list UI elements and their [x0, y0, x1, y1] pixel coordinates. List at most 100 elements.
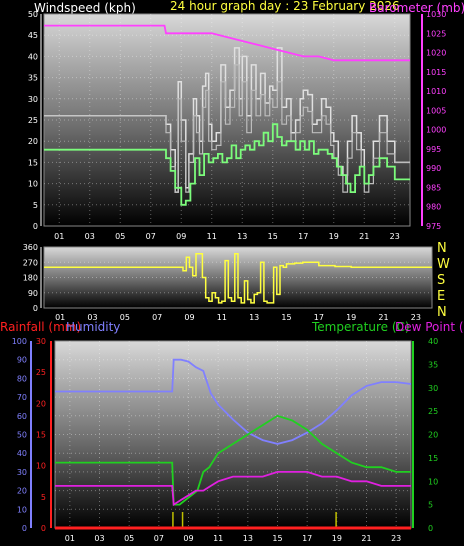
barometer-y-tick: 1030 — [426, 10, 446, 19]
direction-x-tick: 09 — [184, 313, 194, 322]
direction-x-tick: 17 — [314, 313, 324, 322]
rainfall-y-tick: 0 — [41, 524, 46, 533]
direction-x-tick: 23 — [411, 313, 421, 322]
barometer-y-tick: 1000 — [426, 126, 446, 135]
wind-x-tick: 01 — [54, 232, 64, 241]
windspeed-series-line — [44, 64, 410, 193]
temperature-x-tick: 13 — [243, 534, 253, 543]
wind-y-tick: 20 — [28, 137, 38, 146]
direction-series-line — [44, 253, 432, 304]
wind-y-tick: 40 — [28, 52, 38, 61]
barometer-y-tick: 980 — [426, 203, 441, 212]
barometer-y-tick: 975 — [426, 222, 441, 231]
wind-y-tick: 30 — [28, 95, 38, 104]
direction-panel-border — [43, 246, 433, 309]
temperature-x-tick: 11 — [213, 534, 223, 543]
temperature-x-tick: 01 — [65, 534, 75, 543]
temperature-title: Temperature (C) — [311, 320, 410, 334]
wind-x-tick: 07 — [146, 232, 156, 241]
temperature-x-tick: 17 — [302, 534, 312, 543]
humidity-y-tick: 0 — [22, 524, 27, 533]
temperature-x-tick: 03 — [94, 534, 104, 543]
wind-x-tick: 09 — [176, 232, 186, 241]
dewpoint-series-line — [55, 471, 411, 507]
direction-y-tick: 180 — [23, 274, 38, 283]
rainfall-y-tick: 5 — [41, 493, 46, 502]
windspeed-title: Windspeed (kph) — [34, 1, 136, 15]
rainfall-y-tick: 25 — [36, 368, 46, 377]
compass-e: E — [437, 289, 445, 304]
humidity-y-tick: 100 — [12, 337, 27, 346]
humidity-y-tick: 60 — [17, 412, 27, 421]
direction-x-tick: 13 — [249, 313, 259, 322]
direction-x-tick: 01 — [55, 313, 65, 322]
wind-x-tick: 13 — [237, 232, 247, 241]
wind-x-tick: 15 — [268, 232, 278, 241]
wind-y-tick: 25 — [28, 116, 38, 125]
rainfall-y-tick: 30 — [36, 337, 46, 346]
barometer-y-tick: 995 — [426, 145, 441, 154]
compass-w: W — [437, 257, 450, 272]
humidity-y-tick: 40 — [17, 449, 27, 458]
barometer-y-tick: 1020 — [426, 49, 446, 58]
direction-y-tick: 90 — [28, 289, 38, 298]
direction-x-tick: 19 — [346, 313, 356, 322]
wind-panel-border — [43, 13, 411, 227]
graph-title: 24 hour graph day : 23 February 2026 — [170, 0, 400, 13]
barometer-y-tick: 1025 — [426, 29, 446, 38]
temperature-x-tick: 05 — [124, 534, 134, 543]
direction-y-tick: 270 — [23, 258, 38, 267]
temperature-x-tick: 07 — [154, 534, 164, 543]
temperature-y-tick: 35 — [428, 360, 438, 369]
temperature-x-tick: 21 — [361, 534, 371, 543]
temperature-panel — [55, 341, 411, 528]
humidity-y-tick: 20 — [17, 487, 27, 496]
direction-x-tick: 15 — [281, 313, 291, 322]
humidity-y-tick: 50 — [17, 431, 27, 440]
temperature-y-tick: 25 — [428, 407, 438, 416]
temperature-x-tick: 09 — [183, 534, 193, 543]
compass-s: S — [437, 273, 445, 288]
temperature-x-tick: 15 — [272, 534, 282, 543]
wind-x-tick: 11 — [207, 232, 217, 241]
rainfall-title: Rainfall (mm) — [0, 320, 81, 334]
rainfall-y-tick: 10 — [36, 462, 46, 471]
rainfall-y-tick: 15 — [36, 431, 46, 440]
direction-x-tick: 11 — [217, 313, 227, 322]
compass-n-top: N — [437, 241, 447, 256]
direction-x-tick: 03 — [87, 313, 97, 322]
wind-x-tick: 03 — [85, 232, 95, 241]
barometer-series-line — [44, 24, 410, 62]
temperature-y-tick: 40 — [428, 337, 438, 346]
compass-labels: N W S E N — [437, 241, 450, 320]
direction-x-tick: 21 — [378, 313, 388, 322]
humidity-y-tick: 70 — [17, 393, 27, 402]
humidity-y-tick: 10 — [17, 505, 27, 514]
wind-x-tick: 17 — [298, 232, 308, 241]
wind-x-tick: 23 — [390, 232, 400, 241]
barometer-y-tick: 990 — [426, 164, 441, 173]
barometer-y-tick: 985 — [426, 183, 441, 192]
humidity-y-tick: 90 — [17, 356, 27, 365]
direction-y-tick: 360 — [23, 243, 38, 252]
wind-x-tick: 21 — [359, 232, 369, 241]
humidity-title: Humidity — [66, 320, 120, 334]
avgwind-series-line — [44, 123, 410, 206]
barometer-title: Barometer (mb) — [369, 1, 464, 15]
wind-y-tick: 0 — [33, 222, 38, 231]
wind-y-tick: 45 — [28, 31, 38, 40]
wind-panel — [44, 14, 410, 226]
wind-y-tick: 5 — [33, 201, 38, 210]
wind-y-tick: 50 — [28, 10, 38, 19]
temperature-y-tick: 20 — [428, 431, 438, 440]
compass-n-bottom: N — [437, 305, 447, 320]
wind-y-tick: 15 — [28, 158, 38, 167]
humidity-y-tick: 80 — [17, 374, 27, 383]
direction-x-tick: 07 — [152, 313, 162, 322]
dewpoint-title: Dew Point (C) — [395, 320, 464, 334]
temperature-y-tick: 30 — [428, 384, 438, 393]
rainfall-y-tick: 20 — [36, 399, 46, 408]
temperature-y-tick: 10 — [428, 477, 438, 486]
